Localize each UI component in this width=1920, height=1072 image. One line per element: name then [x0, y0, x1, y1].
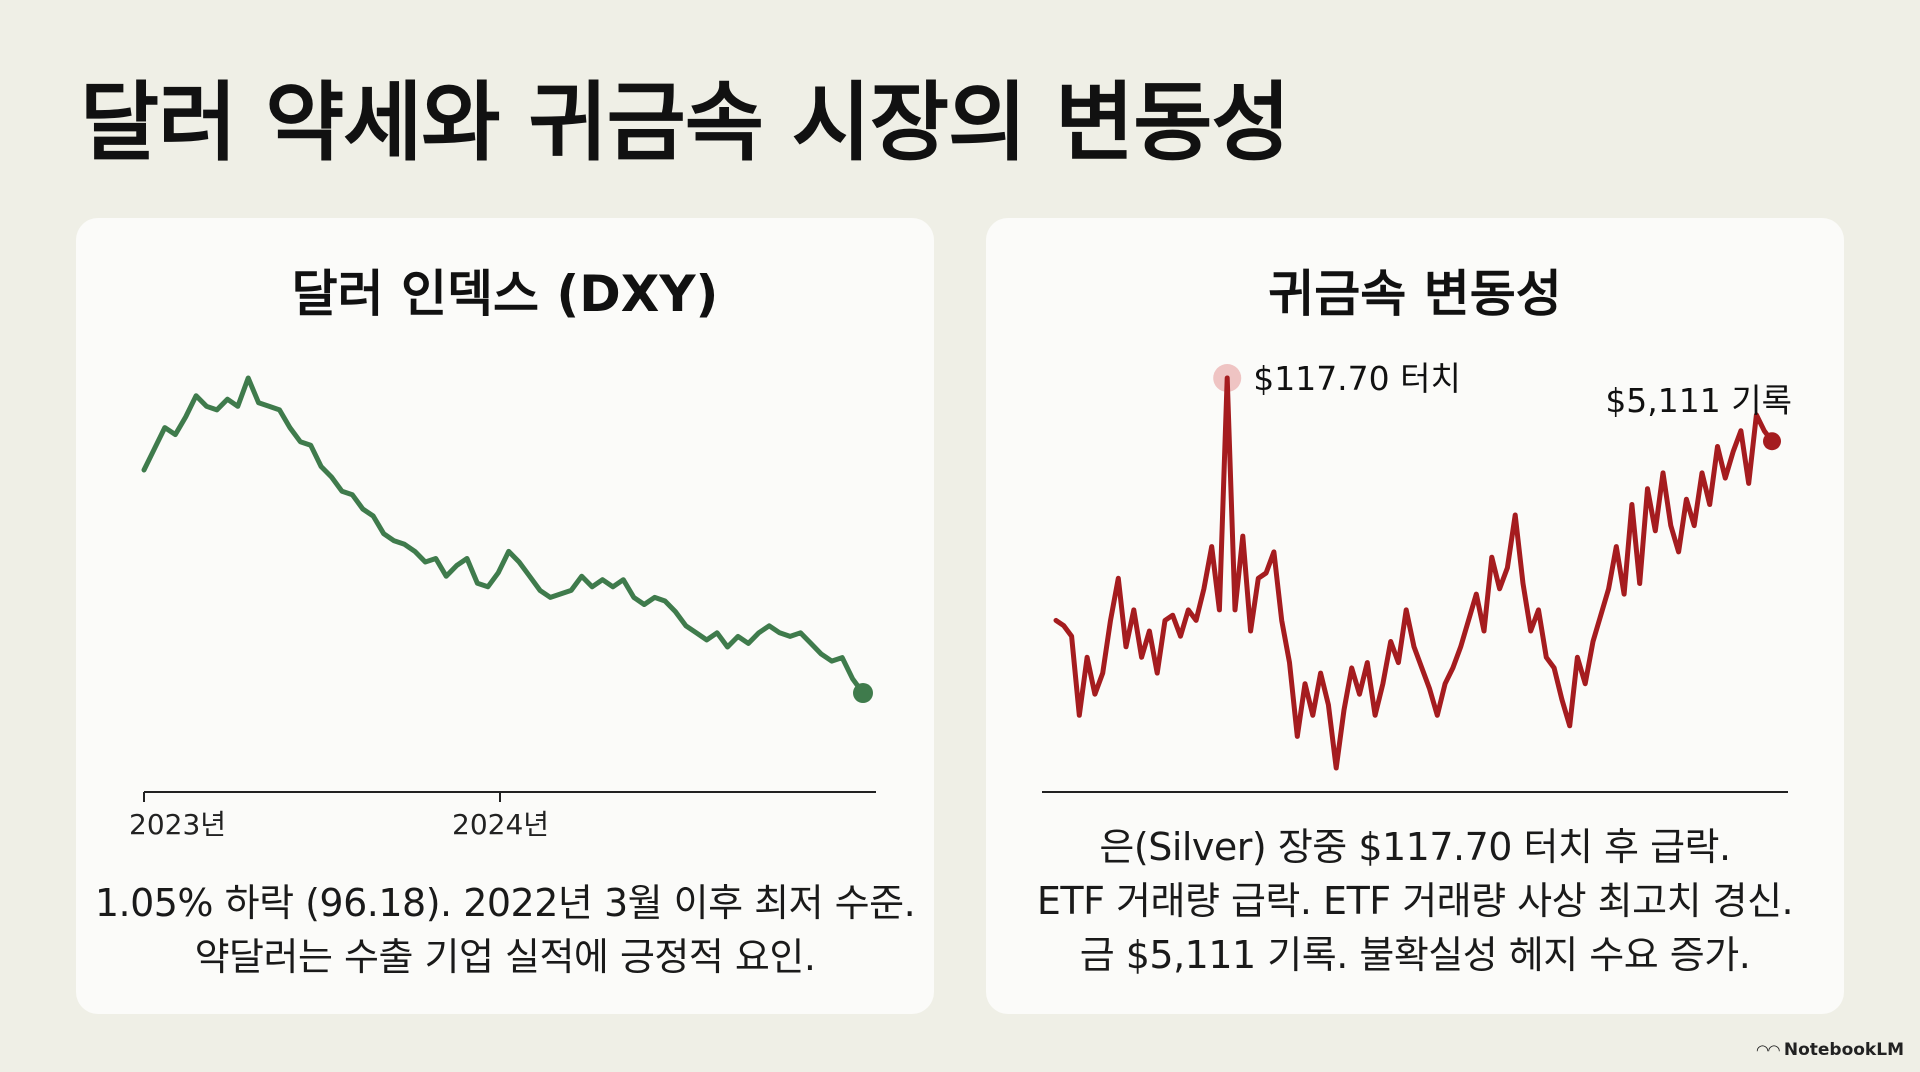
- watermark-text: NotebookLM: [1783, 1040, 1904, 1060]
- metals-caption-line-2: ETF 거래량 급락. ETF 거래량 사상 최고치 경신.: [1036, 879, 1794, 923]
- dxy-caption: 1.05% 하락 (96.18). 2022년 3월 이후 최저 수준. 약달러…: [76, 876, 934, 984]
- dxy-x-tick-label-2024: 2024년: [452, 808, 549, 841]
- dxy-caption-line-1: 1.05% 하락 (96.18). 2022년 3월 이후 최저 수준.: [94, 881, 916, 925]
- metals-card: 귀금속 변동성 $117.70 터치 $5,111 기록 은(Silver) 장…: [986, 218, 1844, 1014]
- dxy-chart: 2023년 2024년: [129, 375, 876, 841]
- notebooklm-logo-icon: ◠◠: [1756, 1041, 1780, 1059]
- metals-caption: 은(Silver) 장중 $117.70 터치 후 급락. ETF 거래량 급락…: [986, 820, 1844, 982]
- gold-record-label: $5,111 기록: [1605, 381, 1792, 420]
- silver-peak-label: $117.70 터치: [1253, 359, 1461, 398]
- dxy-card: 달러 인덱스 (DXY) 2023년 2024년 1.05% 하락 (96.18…: [76, 218, 934, 1014]
- metals-caption-line-1: 은(Silver) 장중 $117.70 터치 후 급락.: [1099, 825, 1731, 869]
- dxy-end-marker: [853, 683, 873, 703]
- metals-caption-line-3: 금 $5,111 기록. 불확실성 헤지 수요 증가.: [1079, 933, 1751, 977]
- dxy-chart-title: 달러 인덱스 (DXY): [291, 265, 719, 323]
- metals-series-line: [1053, 375, 1775, 771]
- dxy-series-line: [141, 375, 866, 696]
- dxy-x-tick-label-2023: 2023년: [129, 808, 226, 841]
- gold-end-marker: [1763, 432, 1781, 451]
- metals-chart-title: 귀금속 변동성: [1268, 265, 1562, 323]
- page-title: 달러 약세와 귀금속 시장의 변동성: [80, 73, 1290, 173]
- dxy-caption-line-2: 약달러는 수출 기업 실적에 긍정적 요인.: [194, 935, 816, 979]
- notebooklm-watermark: ◠◠ NotebookLM: [1757, 1040, 1904, 1060]
- metals-chart: $117.70 터치 $5,111 기록: [1042, 359, 1792, 793]
